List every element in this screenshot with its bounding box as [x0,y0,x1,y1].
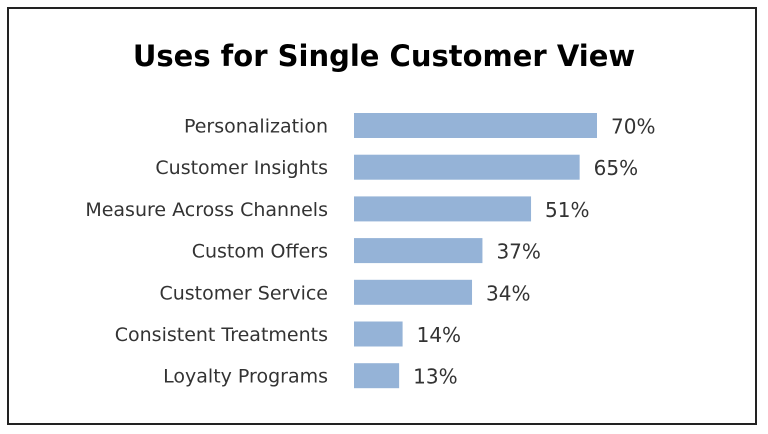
bar-6 [354,363,400,389]
data-label: 65% [594,156,638,180]
bar-2 [354,196,532,222]
data-label: 70% [611,115,655,139]
category-label: Consistent Treatments [115,324,328,346]
chart-frame [7,7,757,425]
bar-4 [354,279,473,305]
data-label: 14% [417,323,461,347]
category-label: Measure Across Channels [85,199,328,221]
category-label: Customer Insights [155,157,328,179]
data-label: 37% [496,240,540,264]
category-label: Custom Offers [192,241,328,263]
data-label: 51% [545,198,589,222]
bar-0 [354,113,597,138]
chart-title: Uses for Single Customer View [133,39,635,73]
category-label: Customer Service [159,282,328,304]
data-label: 13% [413,365,457,389]
bar-5 [354,321,403,347]
data-label: 34% [486,281,530,305]
category-label: Loyalty Programs [163,366,328,388]
bar-3 [354,238,483,264]
category-label: Personalization [184,116,328,138]
bar-1 [354,154,580,180]
